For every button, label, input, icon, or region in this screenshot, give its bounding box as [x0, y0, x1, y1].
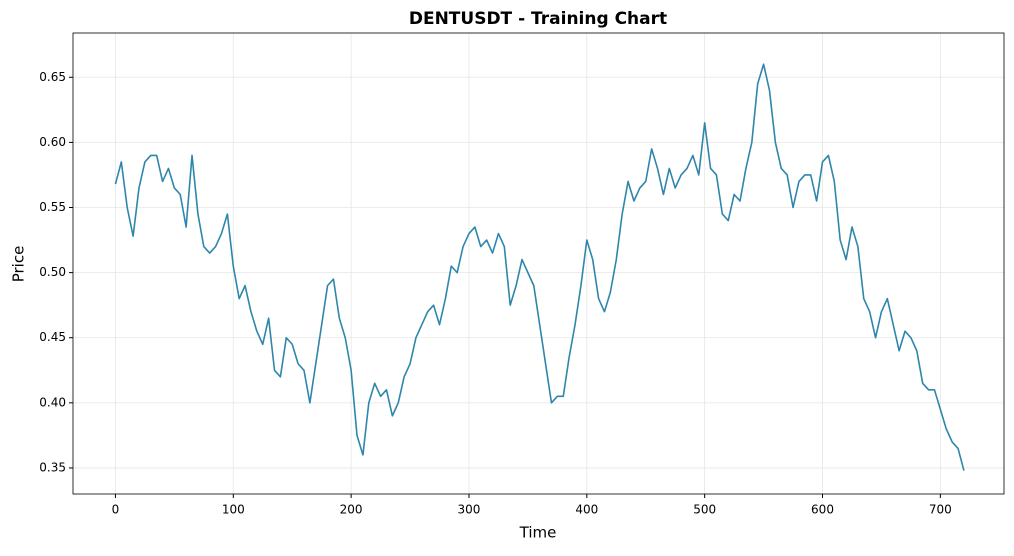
y-tick-label: 0.65 — [39, 70, 66, 84]
y-tick-label: 0.40 — [39, 395, 66, 409]
x-tick-label: 700 — [929, 503, 952, 517]
x-tick-label: 200 — [340, 503, 363, 517]
y-tick-label: 0.45 — [39, 330, 66, 344]
y-axis-label: Price — [10, 246, 28, 283]
x-tick-label: 100 — [222, 503, 245, 517]
price-line — [114, 63, 965, 471]
y-tick-label: 0.35 — [39, 460, 66, 474]
y-tick-label: 0.50 — [39, 265, 66, 279]
plot-frame — [72, 32, 1005, 495]
x-tick-label: 400 — [575, 503, 598, 517]
y-tick-label: 0.60 — [39, 135, 66, 149]
x-tick-label: 300 — [458, 503, 481, 517]
chart-title: DENTUSDT - Training Chart — [409, 9, 667, 29]
x-tick-label: 600 — [811, 503, 834, 517]
y-tick-label: 0.55 — [39, 200, 66, 214]
x-tick-label: 0 — [112, 503, 120, 517]
x-axis-label: Time — [519, 524, 557, 542]
x-tick-label: 500 — [693, 503, 716, 517]
